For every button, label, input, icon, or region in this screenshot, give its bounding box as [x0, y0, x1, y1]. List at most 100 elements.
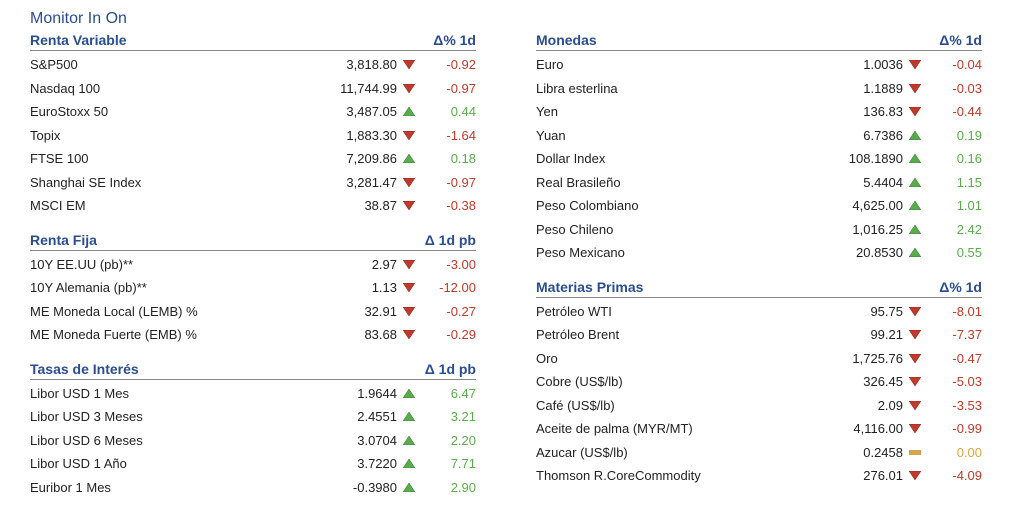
arrow-flat-icon [903, 448, 927, 457]
row-name: Oro [536, 349, 813, 369]
row-name: Libor USD 1 Año [30, 454, 307, 474]
row-value: 1.9644 [307, 384, 397, 404]
arrow-down-icon [903, 330, 927, 339]
row-change: 6.47 [421, 384, 476, 404]
row-value: 108.1890 [813, 149, 903, 169]
row-change: -5.03 [927, 372, 982, 392]
row-change: -8.01 [927, 302, 982, 322]
table-row: Azucar (US$/lb)0.24580.00 [536, 441, 982, 465]
row-value: 32.91 [307, 302, 397, 322]
arrow-down-icon [397, 178, 421, 187]
arrow-down-icon [903, 471, 927, 480]
section-header: Materias PrimasΔ% 1d [536, 279, 982, 298]
row-name: 10Y EE.UU (pb)** [30, 255, 307, 275]
row-name: Nasdaq 100 [30, 79, 307, 99]
row-change: 2.20 [421, 431, 476, 451]
row-name: S&P500 [30, 55, 307, 75]
arrow-down-icon [397, 131, 421, 140]
page-title: Monitor In On [30, 10, 982, 28]
row-value: 11,744.99 [307, 79, 397, 99]
row-change: 1.01 [927, 196, 982, 216]
row-value: 3.7220 [307, 454, 397, 474]
row-value: 2.09 [813, 396, 903, 416]
arrow-up-icon [903, 225, 927, 234]
table-row: ME Moneda Local (LEMB) %32.91-0.27 [30, 300, 476, 324]
arrow-down-icon [903, 107, 927, 116]
arrow-up-icon [903, 248, 927, 257]
row-name: Café (US$/lb) [536, 396, 813, 416]
section-header: Renta VariableΔ% 1d [30, 32, 476, 51]
row-value: 95.75 [813, 302, 903, 322]
arrow-up-icon [397, 154, 421, 163]
row-change: -0.03 [927, 79, 982, 99]
arrow-down-icon [903, 60, 927, 69]
row-change: -0.29 [421, 325, 476, 345]
row-change: 0.16 [927, 149, 982, 169]
row-change: -4.09 [927, 466, 982, 486]
row-change: 2.90 [421, 478, 476, 498]
table-row: Peso Colombiano4,625.00 1.01 [536, 194, 982, 218]
row-value: 7,209.86 [307, 149, 397, 169]
table-row: Café (US$/lb)2.09-3.53 [536, 394, 982, 418]
arrow-down-icon [903, 401, 927, 410]
row-name: MSCI EM [30, 196, 307, 216]
row-change: -0.92 [421, 55, 476, 75]
row-value: 2.97 [307, 255, 397, 275]
row-name: Cobre (US$/lb) [536, 372, 813, 392]
row-value: 4,625.00 [813, 196, 903, 216]
arrow-down-icon [397, 307, 421, 316]
row-change: -0.99 [927, 419, 982, 439]
row-name: Yuan [536, 126, 813, 146]
row-change: -0.44 [927, 102, 982, 122]
arrow-down-icon [903, 377, 927, 386]
row-value: 1.0036 [813, 55, 903, 75]
row-value: 83.68 [307, 325, 397, 345]
arrow-down-icon [397, 201, 421, 210]
table-row: 10Y Alemania (pb)**1.13-12.00 [30, 276, 476, 300]
section: Materias PrimasΔ% 1dPetróleo WTI95.75-8.… [536, 279, 982, 488]
row-name: Petróleo Brent [536, 325, 813, 345]
row-value: 5.4404 [813, 173, 903, 193]
arrow-down-icon [903, 307, 927, 316]
section: Renta VariableΔ% 1dS&P5003,818.80-0.92Na… [30, 32, 476, 218]
arrow-up-icon [903, 201, 927, 210]
table-row: Peso Mexicano20.85300.55 [536, 241, 982, 265]
arrow-down-icon [397, 60, 421, 69]
row-name: Peso Colombiano [536, 196, 813, 216]
section-delta-label: Δ 1d pb [425, 232, 476, 248]
row-name: EuroStoxx 50 [30, 102, 307, 122]
row-value: 1,016.25 [813, 220, 903, 240]
arrow-up-icon [397, 436, 421, 445]
row-change: 7.71 [421, 454, 476, 474]
columns-container: Renta VariableΔ% 1dS&P5003,818.80-0.92Na… [30, 32, 982, 513]
row-value: 136.83 [813, 102, 903, 122]
table-row: Shanghai SE Index3,281.47-0.97 [30, 171, 476, 195]
row-change: 1.15 [927, 173, 982, 193]
row-value: 3,487.05 [307, 102, 397, 122]
table-row: Peso Chileno1,016.252.42 [536, 218, 982, 242]
table-row: Yuan6.73860.19 [536, 124, 982, 148]
table-row: Libor USD 3 Meses2.45513.21 [30, 405, 476, 429]
table-row: FTSE 1007,209.860.18 [30, 147, 476, 171]
row-name: Dollar Index [536, 149, 813, 169]
row-value: 4,116.00 [813, 419, 903, 439]
section-title: Monedas [536, 32, 597, 48]
row-value: 1,883.30 [307, 126, 397, 146]
row-name: Libor USD 1 Mes [30, 384, 307, 404]
section-header: Renta FijaΔ 1d pb [30, 232, 476, 251]
table-row: Libra esterlina1.1889-0.03 [536, 77, 982, 101]
row-value: 0.2458 [813, 443, 903, 463]
row-value: 1.13 [307, 278, 397, 298]
row-name: 10Y Alemania (pb)** [30, 278, 307, 298]
arrow-up-icon [903, 178, 927, 187]
row-name: Peso Chileno [536, 220, 813, 240]
row-change: -0.97 [421, 173, 476, 193]
table-row: Libor USD 6 Meses3.07042.20 [30, 429, 476, 453]
row-name: Euro [536, 55, 813, 75]
row-name: Aceite de palma (MYR/MT) [536, 419, 813, 439]
arrow-up-icon [397, 459, 421, 468]
row-name: FTSE 100 [30, 149, 307, 169]
table-row: Cobre (US$/lb)326.45-5.03 [536, 370, 982, 394]
arrow-down-icon [397, 283, 421, 292]
arrow-up-icon [397, 107, 421, 116]
